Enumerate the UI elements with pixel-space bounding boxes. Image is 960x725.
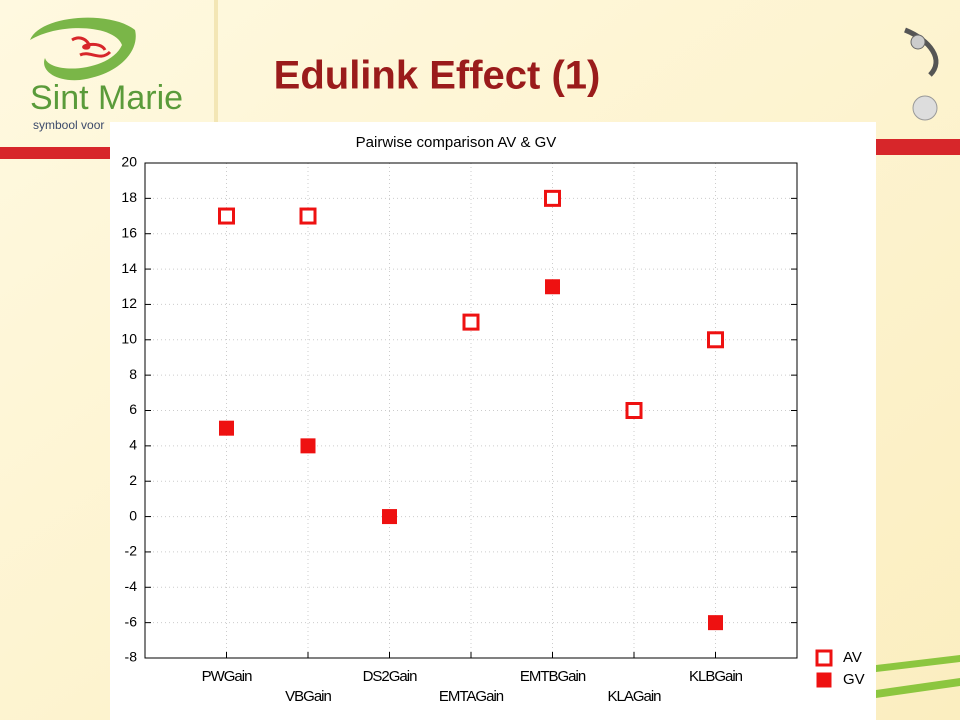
- plot: -8 -6 -4 -2 0 2 4 6 8 10 12 14 16 18 20 PWGain VBGain DS2…: [121, 154, 864, 705]
- x-tick-label: EMTAGain: [439, 688, 504, 705]
- logo-name: Sint Marie: [30, 79, 183, 117]
- y-tick-label: 20: [121, 154, 137, 170]
- point: [382, 509, 397, 525]
- point: [219, 420, 234, 436]
- legend-label: AV: [843, 649, 862, 666]
- chart-panel: [110, 122, 876, 720]
- x-tick-label: KLBGain: [689, 668, 743, 685]
- green-stripes: [876, 655, 960, 698]
- y-tick-label: -4: [125, 578, 138, 594]
- red-band-left: [0, 147, 112, 159]
- logo-icon: [30, 17, 136, 81]
- legend-marker: [815, 649, 833, 667]
- chart-title: Pairwise comparison AV & GV: [356, 134, 557, 151]
- y-tick-label: -8: [125, 649, 138, 665]
- y-tick-label: -6: [125, 613, 138, 629]
- y-tick-label: 18: [121, 189, 137, 205]
- point: [218, 207, 235, 225]
- x-tick-label: DS2Gain: [363, 668, 418, 685]
- point: [462, 313, 480, 331]
- y-tick-label: 16: [121, 224, 137, 240]
- point: [707, 331, 724, 349]
- plot-frame: [144, 162, 798, 659]
- legend-label: GV: [843, 671, 865, 688]
- x-tick-label: PWGain: [202, 668, 253, 685]
- y-tick-label: 10: [121, 330, 137, 346]
- divider: [214, 0, 218, 150]
- x-tick-label: VBGain: [285, 688, 331, 705]
- point: [299, 207, 317, 225]
- y-tick-label: 14: [121, 260, 137, 276]
- y-tick-label: 6: [129, 401, 137, 417]
- point: [544, 189, 561, 207]
- point: [300, 438, 316, 454]
- red-band-right: [876, 139, 960, 155]
- y-tick-label: 0: [129, 507, 137, 523]
- slide-title: Edulink Effect (1): [274, 54, 601, 98]
- device-icon: [904, 27, 939, 121]
- x-tick-label: EMTBGain: [520, 668, 586, 685]
- x-tick-label: KLAGain: [607, 688, 661, 705]
- y-tick-label: -2: [125, 543, 138, 559]
- logo-tagline: symbool voor: [33, 118, 104, 132]
- y-tick-label: 4: [129, 437, 137, 453]
- y-tick-label: 8: [129, 366, 137, 382]
- legend-marker: [816, 672, 832, 688]
- point: [708, 615, 723, 631]
- y-tick-label: 2: [129, 472, 137, 488]
- point: [545, 279, 560, 295]
- y-tick-label: 12: [121, 295, 137, 311]
- point: [625, 402, 643, 419]
